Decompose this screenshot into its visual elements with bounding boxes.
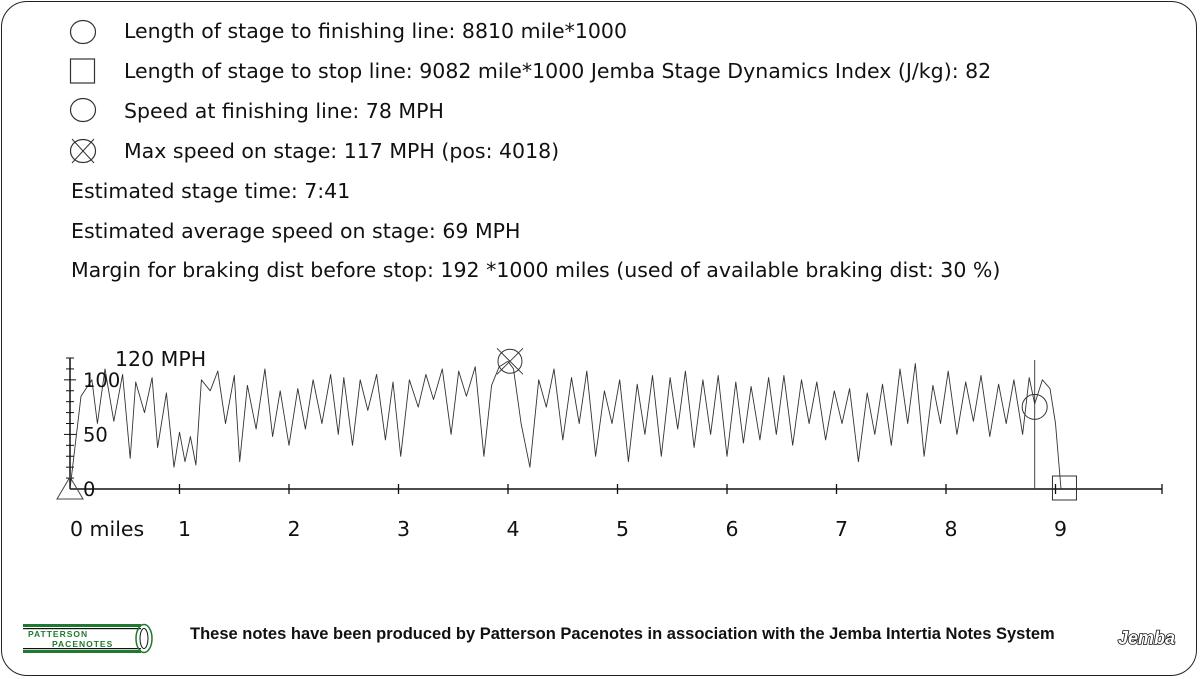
x-tick-label: 7 <box>835 517 848 541</box>
stop-marker <box>1051 475 1077 501</box>
max-speed-text: Max speed on stage: 117 MPH (pos: 4018) <box>124 139 560 163</box>
x-tick-label: 1 <box>178 517 191 541</box>
x-tick-label: 2 <box>287 517 300 541</box>
finish-circle-icon <box>69 19 97 45</box>
stage-time-text: Estimated stage time: 7:41 <box>71 179 351 203</box>
stop-square-icon <box>69 58 96 84</box>
jemba-logo-text: Jemba <box>1118 628 1175 648</box>
y-tick-label: 0 <box>83 478 95 501</box>
braking-margin-text: Margin for braking dist before stop: 192… <box>71 258 1001 282</box>
chart-markers <box>496 347 1077 501</box>
x-tick-label: 9 <box>1054 517 1067 541</box>
max-speed-marker <box>497 348 523 374</box>
finish-length-text: Length of stage to finishing line: 8810 … <box>124 19 628 43</box>
avg-speed-text: Estimated average speed on stage: 69 MPH <box>71 219 521 243</box>
finish-speed-text: Speed at finishing line: 78 MPH <box>124 99 444 123</box>
logo-left-line2: PACENOTES <box>52 639 113 649</box>
patterson-pacenotes-logo: PATTERSON PACENOTES <box>23 623 153 654</box>
x-tick-label: 3 <box>397 517 410 541</box>
chart-axes <box>56 357 1163 500</box>
x-tick-label: 6 <box>725 517 738 541</box>
speed-series-line <box>69 360 1062 490</box>
x-tick-label: 5 <box>616 517 629 541</box>
x-tick-label: 0 miles <box>70 517 144 541</box>
x-tick-label: 8 <box>944 517 957 541</box>
max-speed-marker-cross <box>496 347 524 375</box>
stop-length-text: Length of stage to stop line: 9082 mile*… <box>124 59 992 83</box>
finish-speed-circle-icon <box>69 97 97 123</box>
y-unit-label: 120 MPH <box>115 347 206 371</box>
y-tick-label: 100 <box>83 369 120 392</box>
x-tick-label: 4 <box>506 517 519 541</box>
footer-credit-text: These notes have been produced by Patter… <box>190 625 1055 643</box>
y-tick-label: 50 <box>83 423 108 446</box>
start-triangle-marker <box>56 476 84 500</box>
jemba-logo: Jemba <box>1117 627 1176 649</box>
logo-left-line1: PATTERSON <box>28 629 88 639</box>
max-speed-marker-icon <box>69 138 97 164</box>
chart-series <box>69 360 1062 490</box>
finish-speed-marker <box>1021 393 1048 420</box>
